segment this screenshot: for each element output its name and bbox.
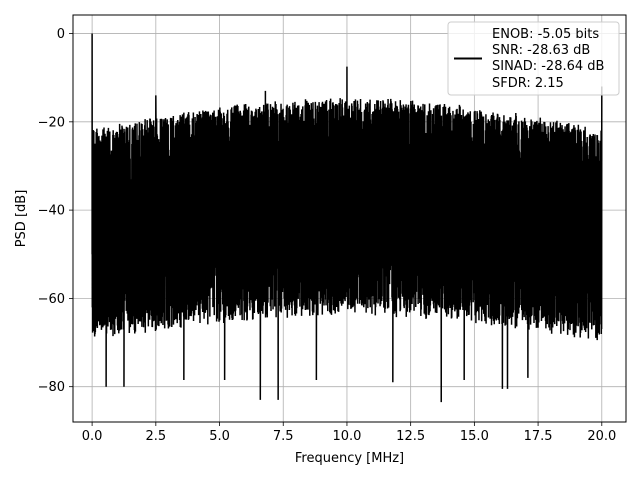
x-tick-label: 20.0 — [587, 429, 616, 444]
y-tick-label: 0 — [57, 27, 65, 42]
x-tick-label: 5.0 — [209, 429, 230, 444]
x-tick-label: 17.5 — [524, 429, 553, 444]
psd-trace — [91, 33, 603, 403]
x-tick-label: 15.0 — [460, 429, 489, 444]
x-tick-label: 12.5 — [396, 429, 425, 444]
legend-line-snr: SNR: -28.63 dB — [492, 43, 590, 58]
legend-line-sfdr: SFDR: 2.15 — [492, 76, 564, 91]
x-axis-label: Frequency [MHz] — [295, 451, 404, 466]
x-axis-ticks: 0.0 2.5 5.0 7.5 10.0 12.5 15.0 17.5 20.0 — [82, 422, 616, 444]
y-axis-ticks: 0 −20 −40 −60 −80 — [38, 27, 73, 395]
x-tick-label: 0.0 — [82, 429, 103, 444]
y-axis-label: PSD [dB] — [14, 190, 29, 248]
y-tick-label: −80 — [38, 380, 65, 395]
y-tick-label: −40 — [38, 204, 65, 219]
legend-box — [447, 21, 620, 96]
x-tick-label: 7.5 — [273, 429, 294, 444]
plot-area-frame — [72, 14, 627, 423]
y-tick-label: −20 — [38, 115, 65, 130]
legend-line-enob: ENOB: -5.05 bits — [492, 27, 599, 42]
legend-line-sinad: SINAD: -28.64 dB — [492, 59, 604, 74]
x-tick-label: 10.0 — [332, 429, 361, 444]
series-line — [91, 33, 603, 403]
x-tick-label: 2.5 — [145, 429, 166, 444]
legend: ENOB: -5.05 bits SNR: -28.63 dB SINAD: -… — [447, 21, 620, 96]
y-tick-label: −60 — [38, 292, 65, 307]
